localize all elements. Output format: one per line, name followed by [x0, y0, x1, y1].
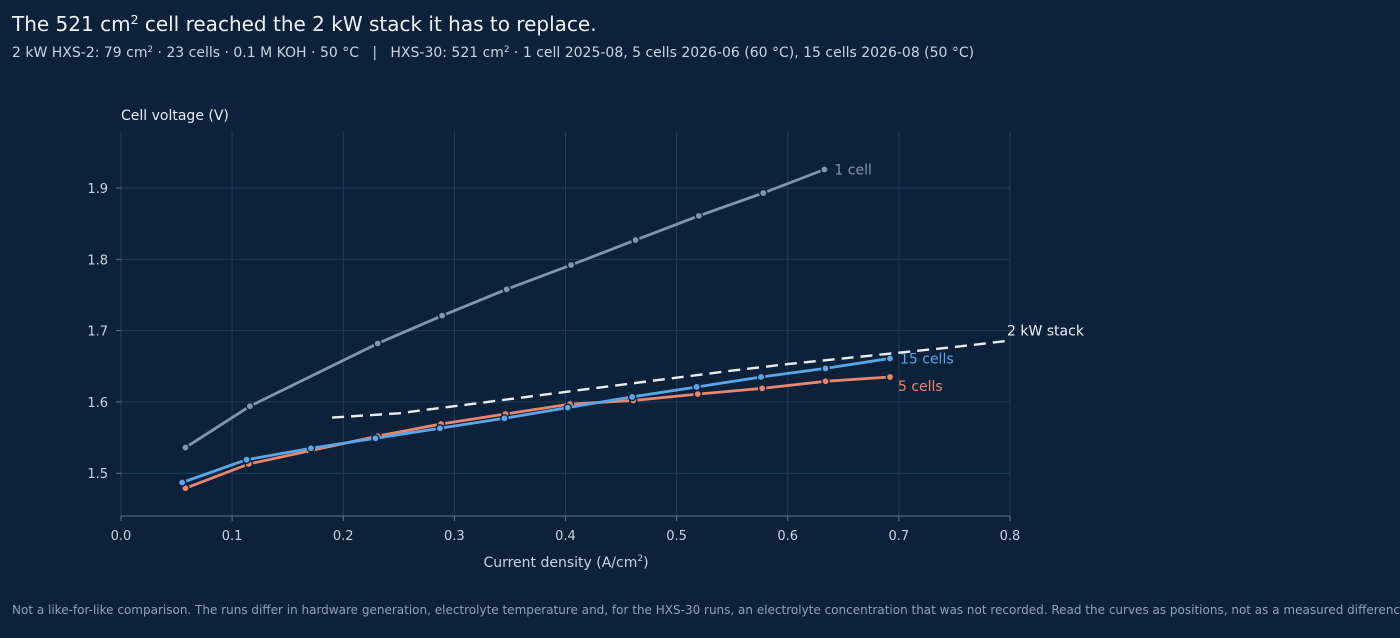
x-tick-label: 0.2 [333, 529, 354, 544]
data-point-one_cell [566, 260, 576, 270]
data-point-five_cells [693, 389, 703, 399]
y-tick-label: 1.9 [87, 182, 108, 197]
x-tick-label: 0.8 [1000, 529, 1021, 544]
data-point-fifteen_cells [435, 424, 445, 433]
chart-title-superscript: 2 [130, 12, 139, 28]
data-point-one_cell [437, 311, 447, 320]
series-label-five_cells: 5 cells [898, 379, 943, 395]
chart-subtitle: 2 kW HXS-2: 79 cm2 · 23 cells · 0.1 M KO… [12, 45, 974, 61]
data-point-one_cell [502, 284, 511, 294]
subtitle-part-2: · 23 cells · 0.1 M KOH · 50 °C | HXS-30:… [153, 45, 504, 61]
subtitle-part-3: · 1 cell 2025-08, 5 cells 2026-06 (60 °C… [509, 45, 975, 61]
data-point-fifteen_cells [692, 382, 701, 392]
axes: 0.0 0.1 0.2 0.3 0.4 0.5 0.6 0.7 0.8 1.5 1.6 1.7 1.8 1… [87, 182, 1020, 544]
series-one_cell [181, 165, 829, 452]
data-point-one_cell [820, 165, 829, 174]
x-axis-label-end: ) [643, 555, 648, 571]
data-point-fifteen_cells [306, 443, 316, 453]
data-point-five_cells [821, 376, 830, 386]
series-line-five_cells [184, 375, 892, 490]
x-tick-label: 0.7 [889, 529, 910, 544]
y-tick-label: 1.6 [87, 396, 108, 411]
data-point-fifteen_cells [885, 354, 895, 363]
data-point-one_cell [373, 339, 382, 348]
series-labels: 1 cell 5 cells 15 cells 2 kW stack [834, 163, 1084, 395]
data-point-fifteen_cells [242, 455, 251, 464]
series-label-stack: 2 kW stack [1007, 324, 1085, 340]
x-axis-label-sup: 2 [637, 554, 643, 564]
subtitle-sup-2: 2 [503, 45, 510, 56]
x-tick-label: 0.3 [444, 529, 465, 544]
x-tick-label: 0.5 [666, 529, 687, 544]
series-line-one_cell [184, 168, 826, 450]
y-axis-label: Cell voltage (V) [121, 108, 229, 124]
series [177, 165, 1011, 493]
series-fifteen_cells [177, 354, 895, 487]
x-axis-label: Current density (A/cm2) [483, 554, 648, 571]
footnote: Not a like-for-like comparison. The runs… [12, 603, 1400, 617]
y-tick-label: 1.7 [87, 325, 108, 340]
series-five_cells [181, 372, 895, 493]
series-stack [332, 339, 1011, 419]
data-point-fifteen_cells [563, 403, 573, 412]
data-point-one_cell [759, 188, 768, 198]
data-point-fifteen_cells [177, 478, 187, 487]
series-line-stack [332, 339, 1011, 419]
series-label-fifteen_cells: 15 cells [900, 351, 954, 367]
data-point-fifteen_cells [756, 372, 766, 382]
x-tick-label: 0.6 [777, 529, 798, 544]
data-point-fifteen_cells [627, 392, 637, 402]
x-tick-label: 0.0 [111, 529, 132, 544]
x-tick-label: 0.1 [222, 529, 243, 544]
data-point-fifteen_cells [500, 414, 509, 423]
data-point-fifteen_cells [371, 433, 380, 443]
subtitle-part-1: 2 kW HXS-2: 79 cm [12, 45, 148, 61]
series-line-fifteen_cells [180, 356, 892, 484]
grid [120, 131, 1011, 516]
series-label-one_cell: 1 cell [834, 163, 871, 179]
data-point-five_cells [885, 372, 895, 382]
y-tick-label: 1.5 [87, 467, 108, 482]
x-axis-label-text: Current density (A/cm [483, 555, 637, 571]
chart-title-text-end: cell reached the 2 kW stack it has to re… [138, 12, 597, 36]
chart-title: The 521 cm2 cell reached the 2 kW stack … [12, 12, 597, 36]
data-point-five_cells [757, 384, 767, 393]
y-tick-label: 1.8 [87, 253, 108, 268]
x-tick-label: 0.4 [555, 529, 576, 544]
data-point-fifteen_cells [821, 364, 830, 373]
subtitle-sup-1: 2 [147, 45, 154, 56]
chart-title-text: The 521 cm [12, 12, 131, 36]
data-point-one_cell [694, 211, 704, 221]
data-point-one_cell [181, 443, 190, 452]
data-point-one_cell [631, 235, 640, 245]
data-point-one_cell [245, 401, 255, 411]
